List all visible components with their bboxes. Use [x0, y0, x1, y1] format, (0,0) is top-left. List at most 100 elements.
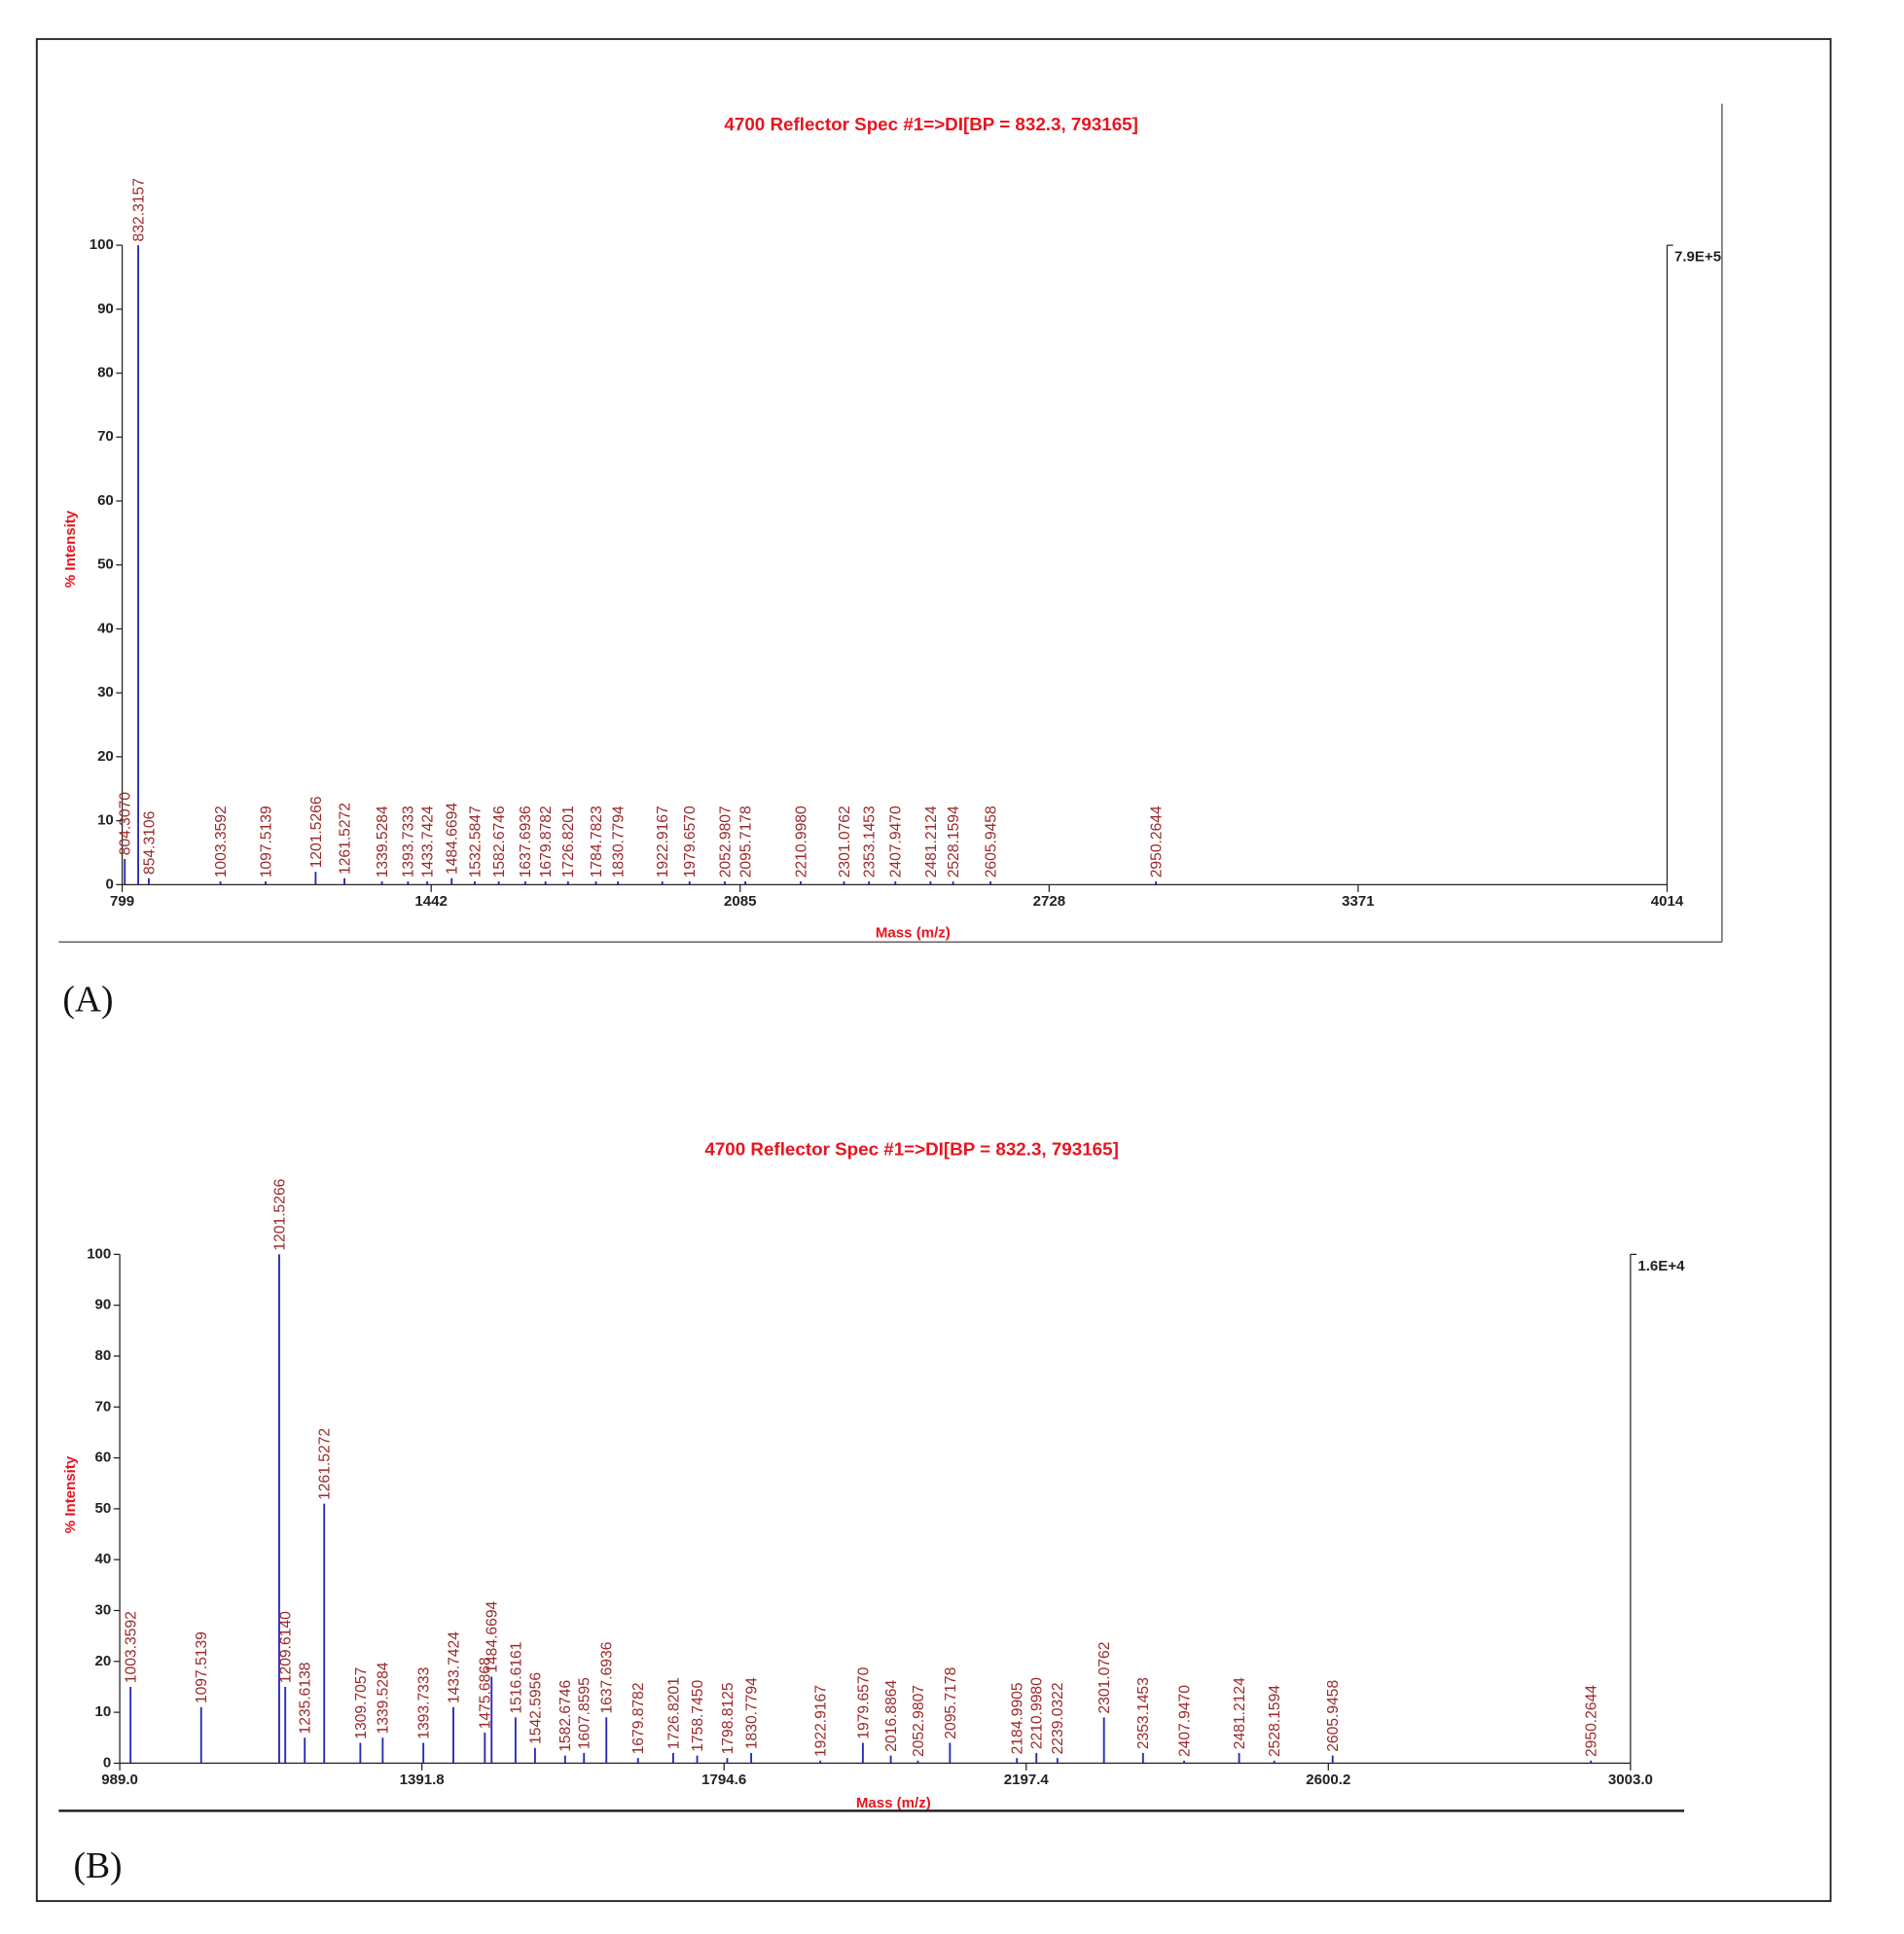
peak-label: 1532.5847 — [467, 806, 484, 877]
x-axis-label: Mass (m/z) — [856, 1795, 931, 1811]
peak-label: 1097.5139 — [258, 806, 274, 877]
peak-label: 1798.8125 — [720, 1682, 736, 1754]
peak-label: 1201.5266 — [271, 1178, 288, 1250]
chart-title: 4700 Reflector Spec #1=>DI[BP = 832.3, 7… — [704, 1139, 1118, 1160]
chart-title: 4700 Reflector Spec #1=>DI[BP = 832.3, 7… — [724, 114, 1137, 134]
y-tick-label: 90 — [97, 301, 114, 317]
x-tick-label: 2197.4 — [1004, 1772, 1050, 1788]
x-tick-label: 1391.8 — [400, 1772, 445, 1788]
y-tick-label: 60 — [97, 492, 114, 509]
y-tick-label: 100 — [90, 236, 114, 253]
peak-label: 2407.9470 — [888, 806, 905, 877]
peak-label: 1637.6936 — [599, 1641, 616, 1713]
peak-label: 1607.8595 — [577, 1677, 593, 1749]
y-tick-label: 60 — [95, 1450, 112, 1466]
peak-label: 1433.7424 — [446, 1631, 462, 1703]
peak-label: 2095.7178 — [737, 806, 754, 877]
x-tick-label: 1794.6 — [701, 1772, 746, 1788]
peak-label: 2605.9458 — [983, 806, 999, 877]
peak-label: 2052.9807 — [911, 1685, 927, 1757]
peak-label: 2301.0762 — [1096, 1642, 1113, 1714]
peak-label: 1393.7333 — [416, 1666, 433, 1738]
peak-label: 1339.5284 — [376, 1662, 392, 1734]
peak-label: 832.3157 — [130, 178, 147, 241]
peak-label: 1830.7794 — [611, 806, 628, 877]
peak-label: 2950.2644 — [1149, 806, 1166, 877]
y-tick-label: 70 — [97, 428, 114, 445]
peak-label: 1582.6746 — [557, 1679, 574, 1751]
x-axis-label: Mass (m/z) — [876, 924, 951, 941]
y-tick-label: 100 — [87, 1245, 111, 1262]
peak-label: 1201.5266 — [308, 796, 325, 868]
y-tick-label: 50 — [97, 556, 114, 573]
peak-label: 1922.9167 — [813, 1685, 830, 1757]
peak-label: 2353.1453 — [862, 806, 879, 877]
x-tick-label: 3003.0 — [1608, 1772, 1653, 1788]
peak-label: 2016.8864 — [883, 1679, 900, 1751]
peak-label: 1003.3592 — [213, 806, 230, 877]
peak-label: 1433.7424 — [419, 806, 436, 877]
y-tick-label: 90 — [95, 1297, 112, 1313]
peak-label: 1261.5272 — [317, 1428, 334, 1500]
peak-label: 2184.9905 — [1010, 1682, 1026, 1754]
peak-label: 1339.5284 — [375, 806, 391, 877]
peak-label: 1393.7333 — [401, 806, 417, 877]
peak-label: 2528.1594 — [946, 806, 962, 877]
peak-label: 2481.2124 — [1232, 1677, 1248, 1749]
peak-label: 1542.5956 — [527, 1672, 544, 1744]
peak-label: 1979.6570 — [682, 806, 699, 877]
y-axis-label: % Intensity — [62, 510, 79, 588]
y-tick-label: 70 — [95, 1398, 112, 1415]
peak-label: 1679.8782 — [630, 1682, 647, 1754]
peak-label: 854.3106 — [141, 810, 158, 875]
peak-label: 1209.6140 — [278, 1611, 295, 1683]
peak-label: 1309.7057 — [353, 1667, 370, 1739]
peak-label: 2095.7178 — [943, 1666, 959, 1738]
peak-label: 2210.9980 — [1029, 1677, 1046, 1749]
peak-label: 1979.6570 — [855, 1666, 872, 1738]
y-tick-label: 40 — [97, 620, 114, 636]
peak-label: 2950.2644 — [1584, 1685, 1600, 1757]
peak-label: 2353.1453 — [1135, 1677, 1152, 1749]
panel-label: (B) — [73, 1845, 122, 1886]
y-axis-label: % Intensity — [62, 1455, 79, 1533]
max-intensity-label: 1.6E+4 — [1637, 1258, 1685, 1274]
peak-label: 1679.8782 — [538, 806, 555, 877]
y-tick-label: 10 — [95, 1703, 112, 1720]
x-tick-label: 2728 — [1033, 893, 1065, 910]
y-tick-label: 30 — [95, 1601, 112, 1618]
peak-label: 1475.6868 — [478, 1657, 494, 1729]
peak-label: 2481.2124 — [923, 806, 940, 877]
x-tick-label: 2600.2 — [1306, 1772, 1350, 1788]
x-tick-label: 2085 — [724, 893, 756, 910]
peak-label: 1830.7794 — [743, 1677, 760, 1749]
y-tick-label: 20 — [95, 1653, 112, 1669]
peak-label: 2407.9470 — [1176, 1685, 1193, 1757]
peak-label: 1784.7823 — [589, 806, 605, 877]
peak-label: 1922.9167 — [655, 806, 671, 877]
peak-label: 2528.1594 — [1267, 1685, 1283, 1757]
y-tick-label: 10 — [97, 812, 114, 829]
panel-label: (A) — [62, 980, 113, 1021]
x-tick-label: 4014 — [1651, 893, 1684, 910]
peak-label: 1516.6161 — [508, 1642, 524, 1714]
y-tick-label: 30 — [97, 684, 114, 700]
y-tick-label: 0 — [105, 876, 113, 892]
peak-label: 2605.9458 — [1325, 1679, 1342, 1751]
peak-label: 1758.7450 — [690, 1679, 706, 1751]
y-tick-label: 80 — [95, 1347, 112, 1364]
y-tick-label: 0 — [103, 1754, 111, 1771]
peak-label: 2239.0322 — [1050, 1682, 1066, 1754]
peak-label: 1582.6746 — [491, 806, 508, 877]
peak-label: 2210.9980 — [793, 806, 809, 877]
peak-label: 1726.8201 — [665, 1677, 682, 1749]
x-tick-label: 989.0 — [101, 1772, 138, 1788]
peak-label: 804.3070 — [118, 792, 134, 856]
peak-label: 2301.0762 — [837, 806, 853, 877]
frame — [35, 38, 1832, 1903]
peak-label: 1484.6694 — [485, 1600, 501, 1672]
y-tick-label: 40 — [95, 1551, 112, 1567]
peak-label: 2052.9807 — [717, 806, 734, 877]
x-tick-label: 1442 — [414, 893, 447, 910]
